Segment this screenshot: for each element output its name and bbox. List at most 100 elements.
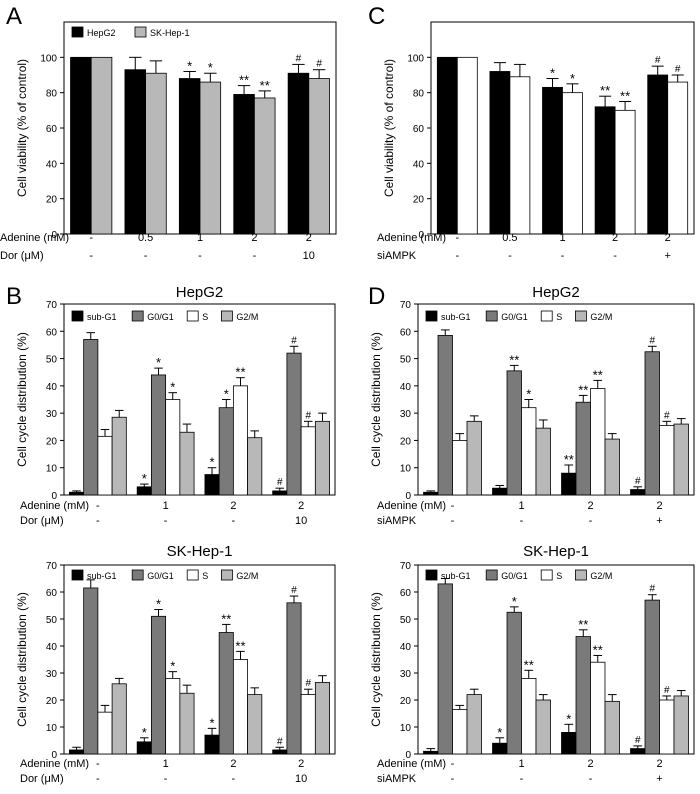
bar-g2-m (111, 416, 127, 496)
condition-value: - (613, 250, 617, 262)
significance-mark: * (142, 725, 147, 740)
condition-value: 2 (298, 500, 304, 512)
y-tick-label: 20 (400, 696, 412, 707)
y-axis-label: Cell viability (% of control) (382, 59, 396, 197)
legend-swatch (71, 26, 84, 38)
bar-g0-g1 (286, 352, 302, 496)
bar-series-1 (614, 109, 636, 235)
bar-sub-g1 (423, 750, 439, 755)
significance-mark: # (635, 476, 641, 487)
condition-value: - (455, 250, 459, 262)
y-axis-label: Cell viability (% of control) (15, 59, 29, 197)
y-tick-label: 70 (46, 561, 58, 572)
bar-g2-m (247, 437, 263, 496)
bar-sub-g1 (136, 741, 152, 755)
bar-sk-hep-1 (253, 97, 276, 235)
bar-sub-g1 (272, 490, 288, 496)
condition-value: - (232, 773, 236, 785)
y-tick-label: 0 (405, 750, 411, 761)
condition-label: Dor (μM) (0, 250, 44, 262)
significance-mark: ** (593, 642, 603, 657)
plot-frame (63, 303, 336, 496)
condition-value: - (455, 232, 459, 244)
significance-mark: ** (235, 638, 245, 653)
significance-mark: # (664, 685, 670, 696)
significance-mark: # (291, 335, 297, 346)
bar-sk-hep-1 (199, 81, 222, 235)
significance-mark: * (570, 71, 575, 86)
condition-value: 2 (298, 758, 304, 770)
significance-mark: ** (221, 611, 231, 626)
bar-s (521, 678, 537, 755)
condition-value: - (253, 250, 257, 262)
y-tick-label: 10 (46, 464, 58, 475)
condition-value: 2 (306, 232, 312, 244)
condition-label: siAMPK (377, 773, 417, 785)
bar-g0-g1 (575, 401, 591, 496)
legend-label: S (556, 571, 562, 581)
significance-mark: * (512, 594, 517, 609)
y-tick-label: 60 (400, 588, 412, 599)
legend-label: S (202, 312, 208, 322)
legend-label: sub-G1 (87, 312, 117, 322)
bar-sub-g1 (204, 474, 220, 496)
significance-mark: * (170, 380, 175, 395)
condition-label: Adenine (mM) (20, 500, 89, 512)
significance-mark: # (305, 678, 311, 689)
condition-value: - (96, 500, 100, 512)
condition-value: 1 (518, 758, 524, 770)
significance-mark: * (224, 387, 229, 402)
condition-value: - (589, 773, 593, 785)
bar-hepg2 (178, 78, 201, 235)
significance-mark: ** (509, 352, 519, 367)
bar-s (590, 661, 606, 755)
significance-mark: # (675, 64, 681, 75)
plot-frame (417, 564, 695, 755)
condition-value: + (656, 515, 662, 527)
y-tick-label: 10 (400, 723, 412, 734)
significance-mark: * (497, 725, 502, 740)
bar-sub-g1 (272, 749, 288, 755)
legend-swatch (540, 310, 553, 322)
condition-value: - (508, 250, 512, 262)
chart-d2: SK-Hep-1 0 10 20 30 40 50 60 70 Cell cycle distri… (369, 543, 695, 785)
condition-label: Adenine (mM) (377, 500, 446, 512)
legend-label: G0/G1 (147, 312, 174, 322)
y-tick-label: 0 (51, 491, 57, 502)
y-axis-label: Cell cycle distribution (%) (15, 592, 29, 727)
chart-b1: HepG2 0 10 20 30 40 50 60 70 Cell cycle distribut… (15, 284, 336, 527)
condition-value: - (164, 515, 168, 527)
y-tick-label: 40 (413, 159, 425, 170)
condition-value: - (589, 515, 593, 527)
condition-value: - (232, 515, 236, 527)
significance-mark: * (156, 355, 161, 370)
chart-b2: SK-Hep-1 0 10 20 30 40 50 60 70 Cell cycle distri… (15, 543, 336, 785)
bar-g0-g1 (83, 587, 99, 755)
condition-value: - (89, 250, 93, 262)
panel-letter-c: C (368, 3, 385, 30)
condition-value: 2 (587, 758, 593, 770)
condition-value: - (96, 773, 100, 785)
y-tick-label: 20 (46, 696, 58, 707)
y-tick-label: 60 (413, 124, 425, 135)
panel-letter-a: A (6, 3, 22, 30)
y-tick-label: 0 (51, 230, 57, 241)
condition-value: 1 (163, 758, 169, 770)
legend-swatch (575, 310, 587, 322)
condition-label: Dor (μM) (20, 515, 64, 527)
condition-value: + (656, 773, 662, 785)
condition-value: 10 (303, 250, 315, 262)
bar-g0-g1 (437, 334, 453, 496)
condition-value: - (96, 515, 100, 527)
significance-mark: ** (564, 452, 574, 467)
y-axis-label: Cell cycle distribution (%) (369, 592, 383, 727)
condition-value: 10 (295, 773, 307, 785)
bar-series-1 (456, 56, 478, 235)
bar-s (521, 407, 537, 496)
bar-g2-m (673, 695, 689, 755)
bar-s (232, 385, 249, 496)
y-tick-label: 50 (400, 355, 412, 366)
legend-label: SK-Hep-1 (150, 28, 190, 38)
condition-value: - (561, 250, 565, 262)
y-tick-label: 0 (418, 230, 424, 241)
